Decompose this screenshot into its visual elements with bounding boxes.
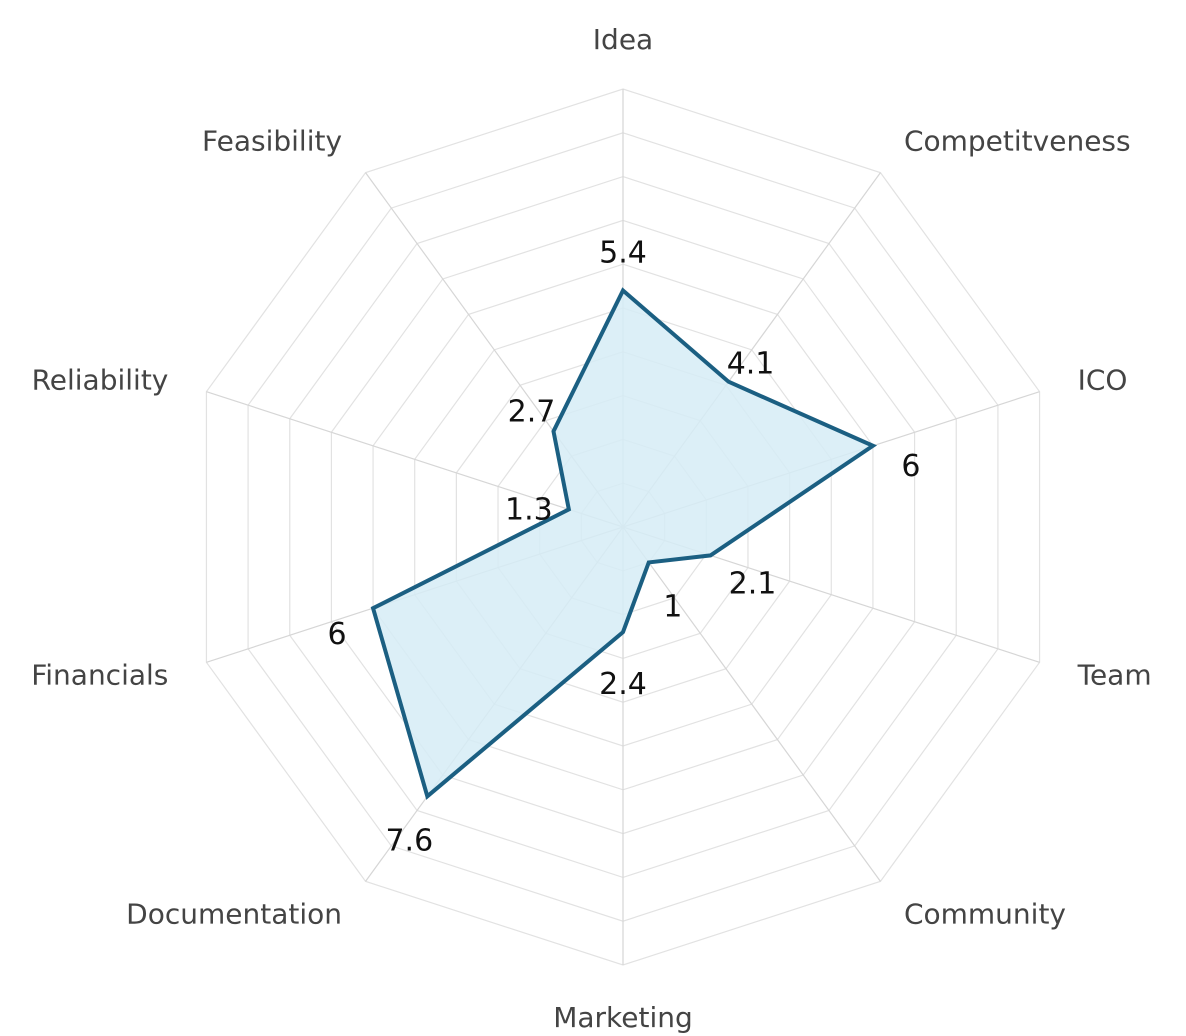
- value-label-ico: 6: [901, 449, 920, 484]
- value-label-team: 2.1: [729, 566, 777, 601]
- value-label-idea: 5.4: [599, 235, 647, 270]
- axis-label-feasibility: Feasibility: [202, 124, 342, 157]
- axis-label-team: Team: [1077, 659, 1152, 692]
- axis-label-competitveness: Competitveness: [904, 124, 1131, 157]
- value-label-reliability: 1.3: [505, 492, 553, 527]
- grid-spoke: [206, 391, 624, 528]
- value-label-marketing: 2.4: [599, 667, 647, 702]
- value-label-documentation: 7.6: [385, 823, 433, 858]
- axis-label-financials: Financials: [31, 659, 168, 692]
- value-label-community: 1: [663, 589, 682, 624]
- axis-label-idea: Idea: [593, 23, 653, 56]
- axis-label-reliability: Reliability: [32, 363, 169, 396]
- axis-label-ico: ICO: [1078, 363, 1128, 396]
- axis-label-community: Community: [904, 898, 1066, 931]
- grid-spoke: [622, 526, 881, 882]
- axis-label-marketing: Marketing: [553, 1001, 693, 1034]
- axis-label-documentation: Documentation: [126, 898, 342, 931]
- value-label-feasibility: 2.7: [508, 394, 556, 429]
- value-label-financials: 6: [328, 617, 347, 652]
- value-label-competitveness: 4.1: [727, 347, 775, 382]
- series-area: [370, 287, 878, 800]
